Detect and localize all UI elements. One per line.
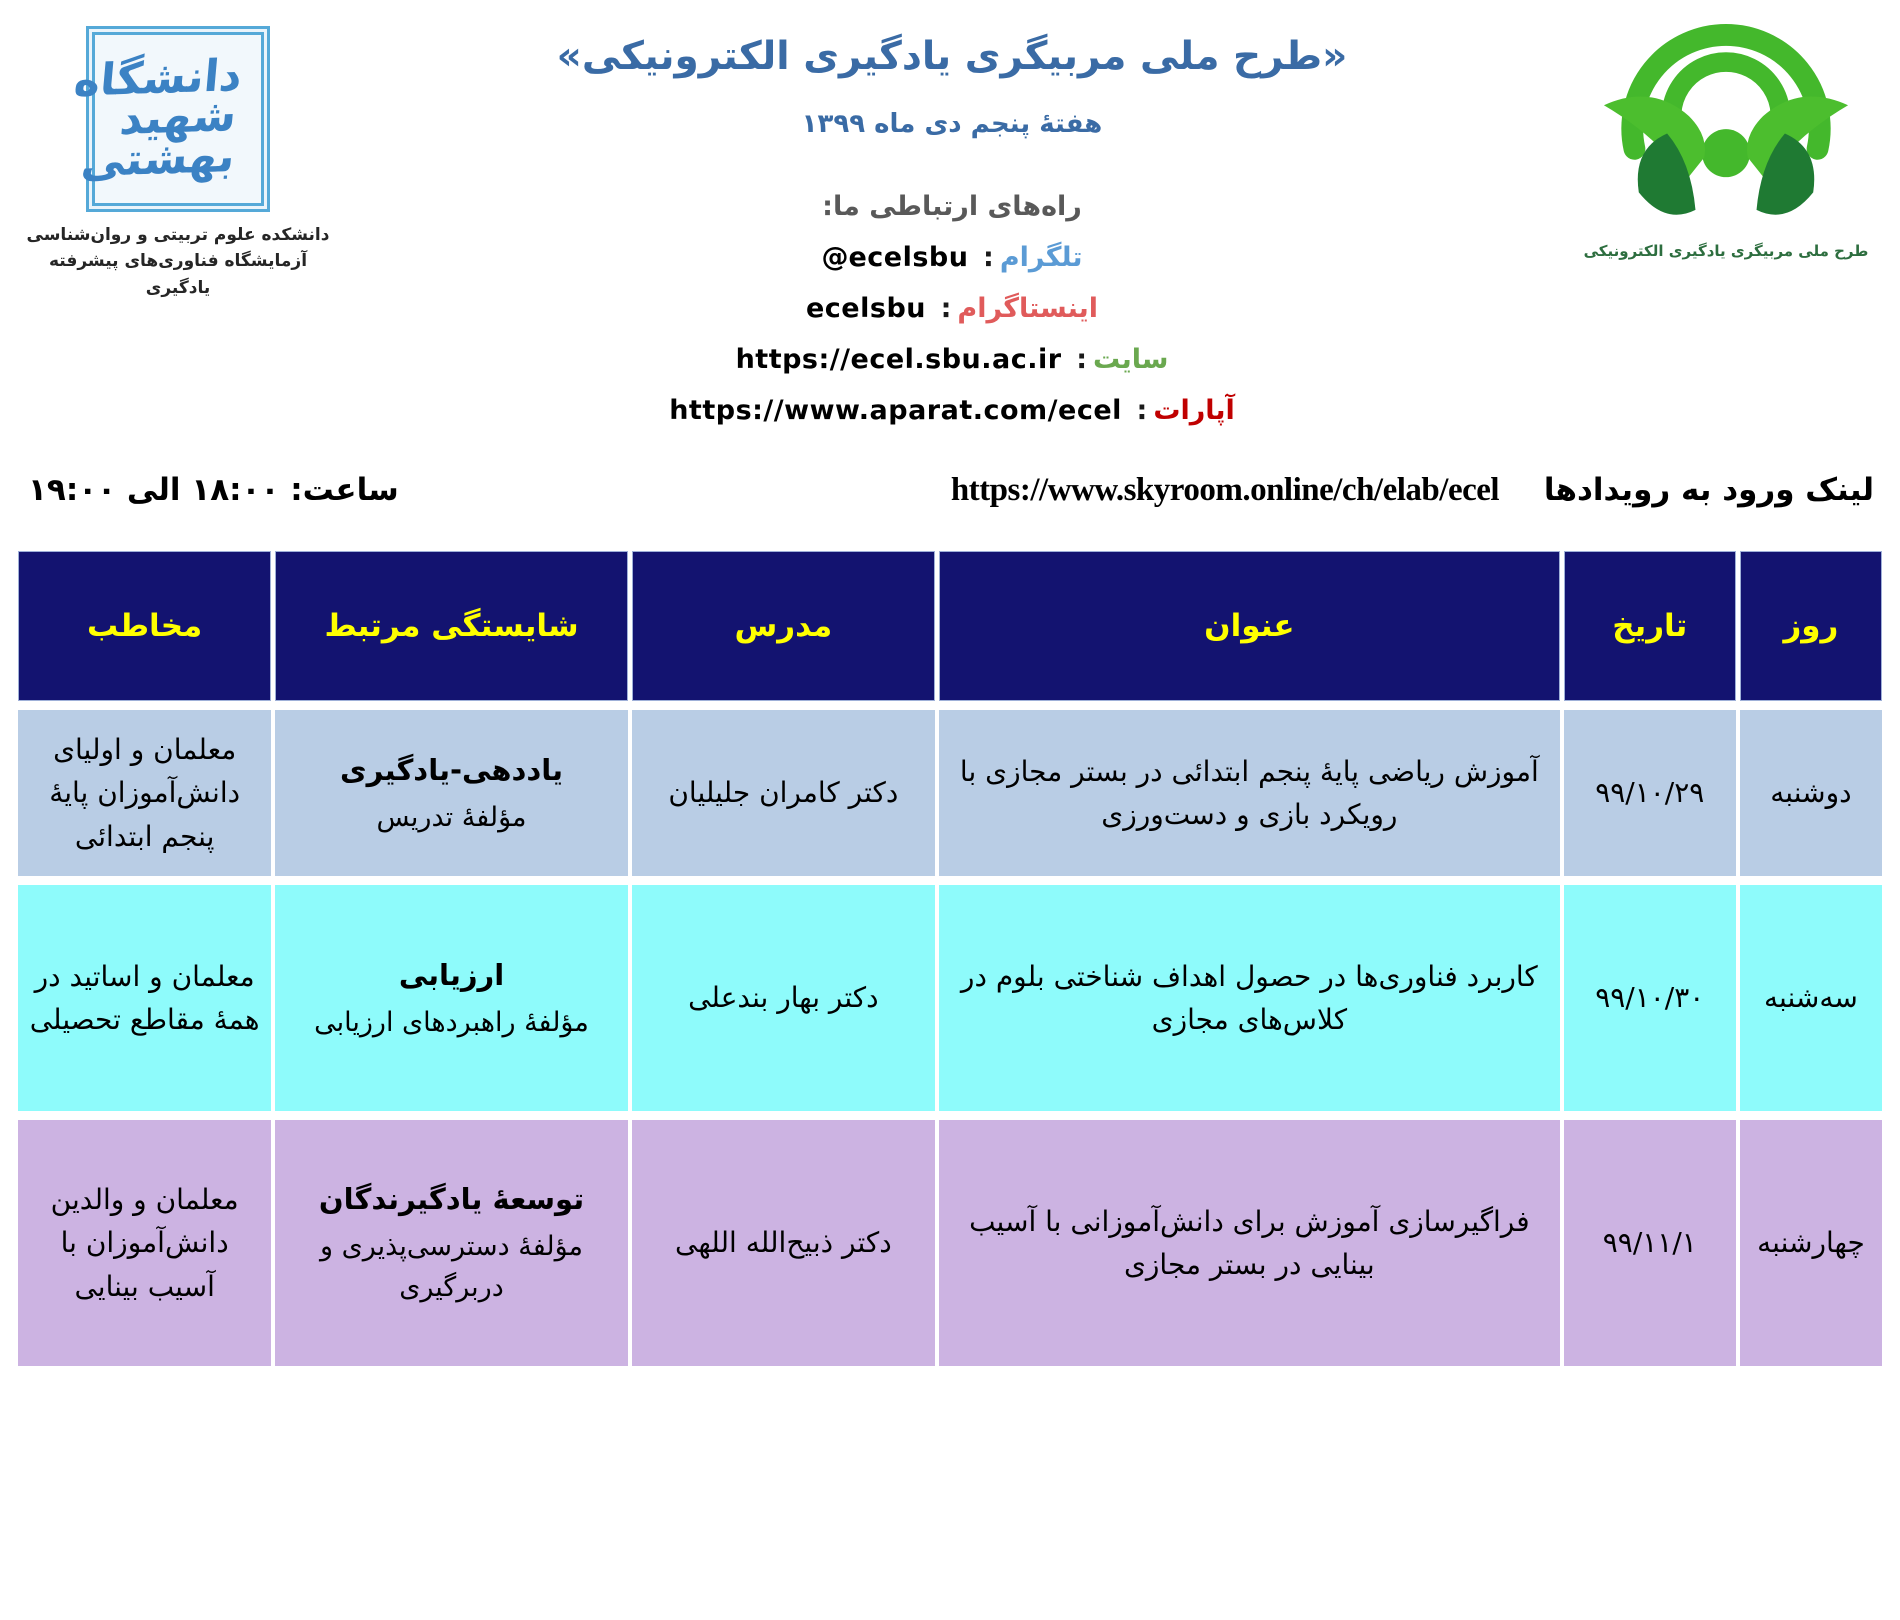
- cell-title: فراگیرسازی آموزش برای دانش‌آموزانی با آس…: [939, 1120, 1560, 1366]
- program-logo-caption: طرح ملی مربیگری یادگیری الکترونیکی: [1583, 242, 1869, 260]
- col-audience: مخاطب: [18, 551, 272, 701]
- cell-competency: یاددهی-یادگیری مؤلفهٔ تدریس: [275, 710, 628, 876]
- events-link-row: لینک ورود به رویدادها https://www.skyroo…: [951, 472, 1874, 509]
- lab-name: آزمایشگاه فناوری‌های پیشرفته یادگیری: [48, 251, 308, 298]
- separator: :: [983, 242, 994, 273]
- contact-heading: راه‌های ارتباطی ما:: [822, 191, 1082, 222]
- cell-day: دوشنبه: [1739, 710, 1882, 876]
- col-title: عنوان: [939, 551, 1560, 701]
- separator: :: [1076, 344, 1087, 375]
- contact-telegram: تلگرام: @ecelsbu: [338, 242, 1566, 273]
- col-competency: شایستگی مرتبط: [275, 551, 628, 701]
- cell-instructor: دکتر کامران جلیلیان: [631, 710, 936, 876]
- schedule-table: روز تاریخ عنوان مدرس شایستگی مرتبط مخاطب…: [14, 542, 1886, 1375]
- table-row: سه‌شنبه ۹۹/۱۰/۳۰ کاربرد فناوری‌ها در حصو…: [18, 885, 1882, 1111]
- session-time: ساعت: ۱۸:۰۰ الی ۱۹:۰۰: [28, 472, 399, 508]
- aparat-label: آپارات: [1153, 395, 1235, 426]
- aparat-url[interactable]: https://www.aparat.com/ecel: [669, 395, 1122, 426]
- program-logo-block: طرح ملی مربیگری یادگیری الکترونیکی: [1566, 18, 1886, 260]
- instagram-handle[interactable]: ecelsbu: [805, 293, 926, 324]
- page-subtitle: هفتهٔ پنجم دی ماه ۱۳۹۹: [801, 109, 1103, 139]
- cell-audience: معلمان و اولیای دانش‌آموزان پایهٔ پنجم ا…: [18, 710, 272, 876]
- university-logo-icon: دانشگاه شهید بهشتی: [71, 26, 270, 212]
- header: دانشگاه شهید بهشتی دانشکده علوم تربیتی و…: [0, 0, 1900, 426]
- university-logo-text: دانشگاه شهید بهشتی: [71, 50, 245, 188]
- competency-title: ارزیابی: [398, 957, 505, 992]
- cell-audience: معلمان و والدین دانش‌آموزان با آسیب بینا…: [18, 1120, 272, 1366]
- cell-competency: توسعهٔ یادگیرندگان مؤلفهٔ دسترسی‌پذیری و…: [275, 1120, 628, 1366]
- table-row: چهارشنبه ۹۹/۱۱/۱ فراگیرسازی آموزش برای د…: [18, 1120, 1882, 1366]
- cell-date: ۹۹/۱۰/۳۰: [1563, 885, 1736, 1111]
- faculty-name: دانشکده علوم تربیتی و روان‌شناسی: [26, 225, 330, 245]
- telegram-handle[interactable]: @ecelsbu: [821, 242, 969, 273]
- cell-title: کاربرد فناوری‌ها در حصول اهداف شناختی بل…: [939, 885, 1560, 1111]
- cell-date: ۹۹/۱۱/۱: [1563, 1120, 1736, 1366]
- contact-instagram: اینستاگرام: ecelsbu: [338, 293, 1566, 324]
- col-instructor: مدرس: [631, 551, 936, 701]
- col-date: تاریخ: [1563, 551, 1736, 701]
- events-bar: ساعت: ۱۸:۰۰ الی ۱۹:۰۰ لینک ورود به رویدا…: [0, 472, 1900, 536]
- contact-website: سایت: https://ecel.sbu.ac.ir: [338, 344, 1566, 375]
- cell-title: آموزش ریاضی پایهٔ پنجم ابتدائی در بستر م…: [939, 710, 1560, 876]
- header-center: «طرح ملی مربیگری یادگیری الکترونیکی» هفت…: [338, 18, 1566, 426]
- competency-detail: مؤلفهٔ تدریس: [376, 801, 527, 833]
- col-day: روز: [1739, 551, 1882, 701]
- cell-day: چهارشنبه: [1739, 1120, 1882, 1366]
- instagram-label: اینستاگرام: [957, 293, 1098, 324]
- competency-detail: مؤلفهٔ راهبردهای ارزیابی: [314, 1006, 589, 1038]
- separator: :: [940, 293, 952, 324]
- cell-day: سه‌شنبه: [1739, 885, 1882, 1111]
- program-logo-icon: [1603, 24, 1849, 215]
- cell-competency: ارزیابی مؤلفهٔ راهبردهای ارزیابی: [275, 885, 628, 1111]
- competency-title: یاددهی-یادگیری: [339, 752, 563, 787]
- table-header-row: روز تاریخ عنوان مدرس شایستگی مرتبط مخاطب: [18, 551, 1882, 701]
- cell-date: ۹۹/۱۰/۲۹: [1563, 710, 1736, 876]
- table-row: دوشنبه ۹۹/۱۰/۲۹ آموزش ریاضی پایهٔ پنجم ا…: [18, 710, 1882, 876]
- telegram-label: تلگرام: [999, 242, 1083, 273]
- cell-audience: معلمان و اساتید در همهٔ مقاطع تحصیلی: [18, 885, 272, 1111]
- page-title: «طرح ملی مربیگری یادگیری الکترونیکی»: [556, 34, 1348, 79]
- cell-instructor: دکتر ذبیح‌الله اللهی: [631, 1120, 936, 1366]
- cell-instructor: دکتر بهار بندعلی: [631, 885, 936, 1111]
- contact-section: راه‌های ارتباطی ما: تلگرام: @ecelsbu این…: [338, 191, 1566, 426]
- website-url[interactable]: https://ecel.sbu.ac.ir: [735, 344, 1062, 375]
- contact-aparat: آپارات: https://www.aparat.com/ecel: [338, 395, 1566, 426]
- university-block: دانشگاه شهید بهشتی دانشکده علوم تربیتی و…: [18, 18, 338, 301]
- events-link-label: لینک ورود به رویدادها: [1543, 472, 1874, 508]
- competency-title: توسعهٔ یادگیرندگان: [318, 1181, 585, 1216]
- competency-detail: مؤلفهٔ دسترسی‌پذیری و دربرگیری: [319, 1230, 584, 1304]
- website-label: سایت: [1093, 344, 1169, 375]
- skyroom-link[interactable]: https://www.skyroom.online/ch/elab/ecel: [950, 472, 1500, 508]
- separator: :: [1136, 395, 1148, 426]
